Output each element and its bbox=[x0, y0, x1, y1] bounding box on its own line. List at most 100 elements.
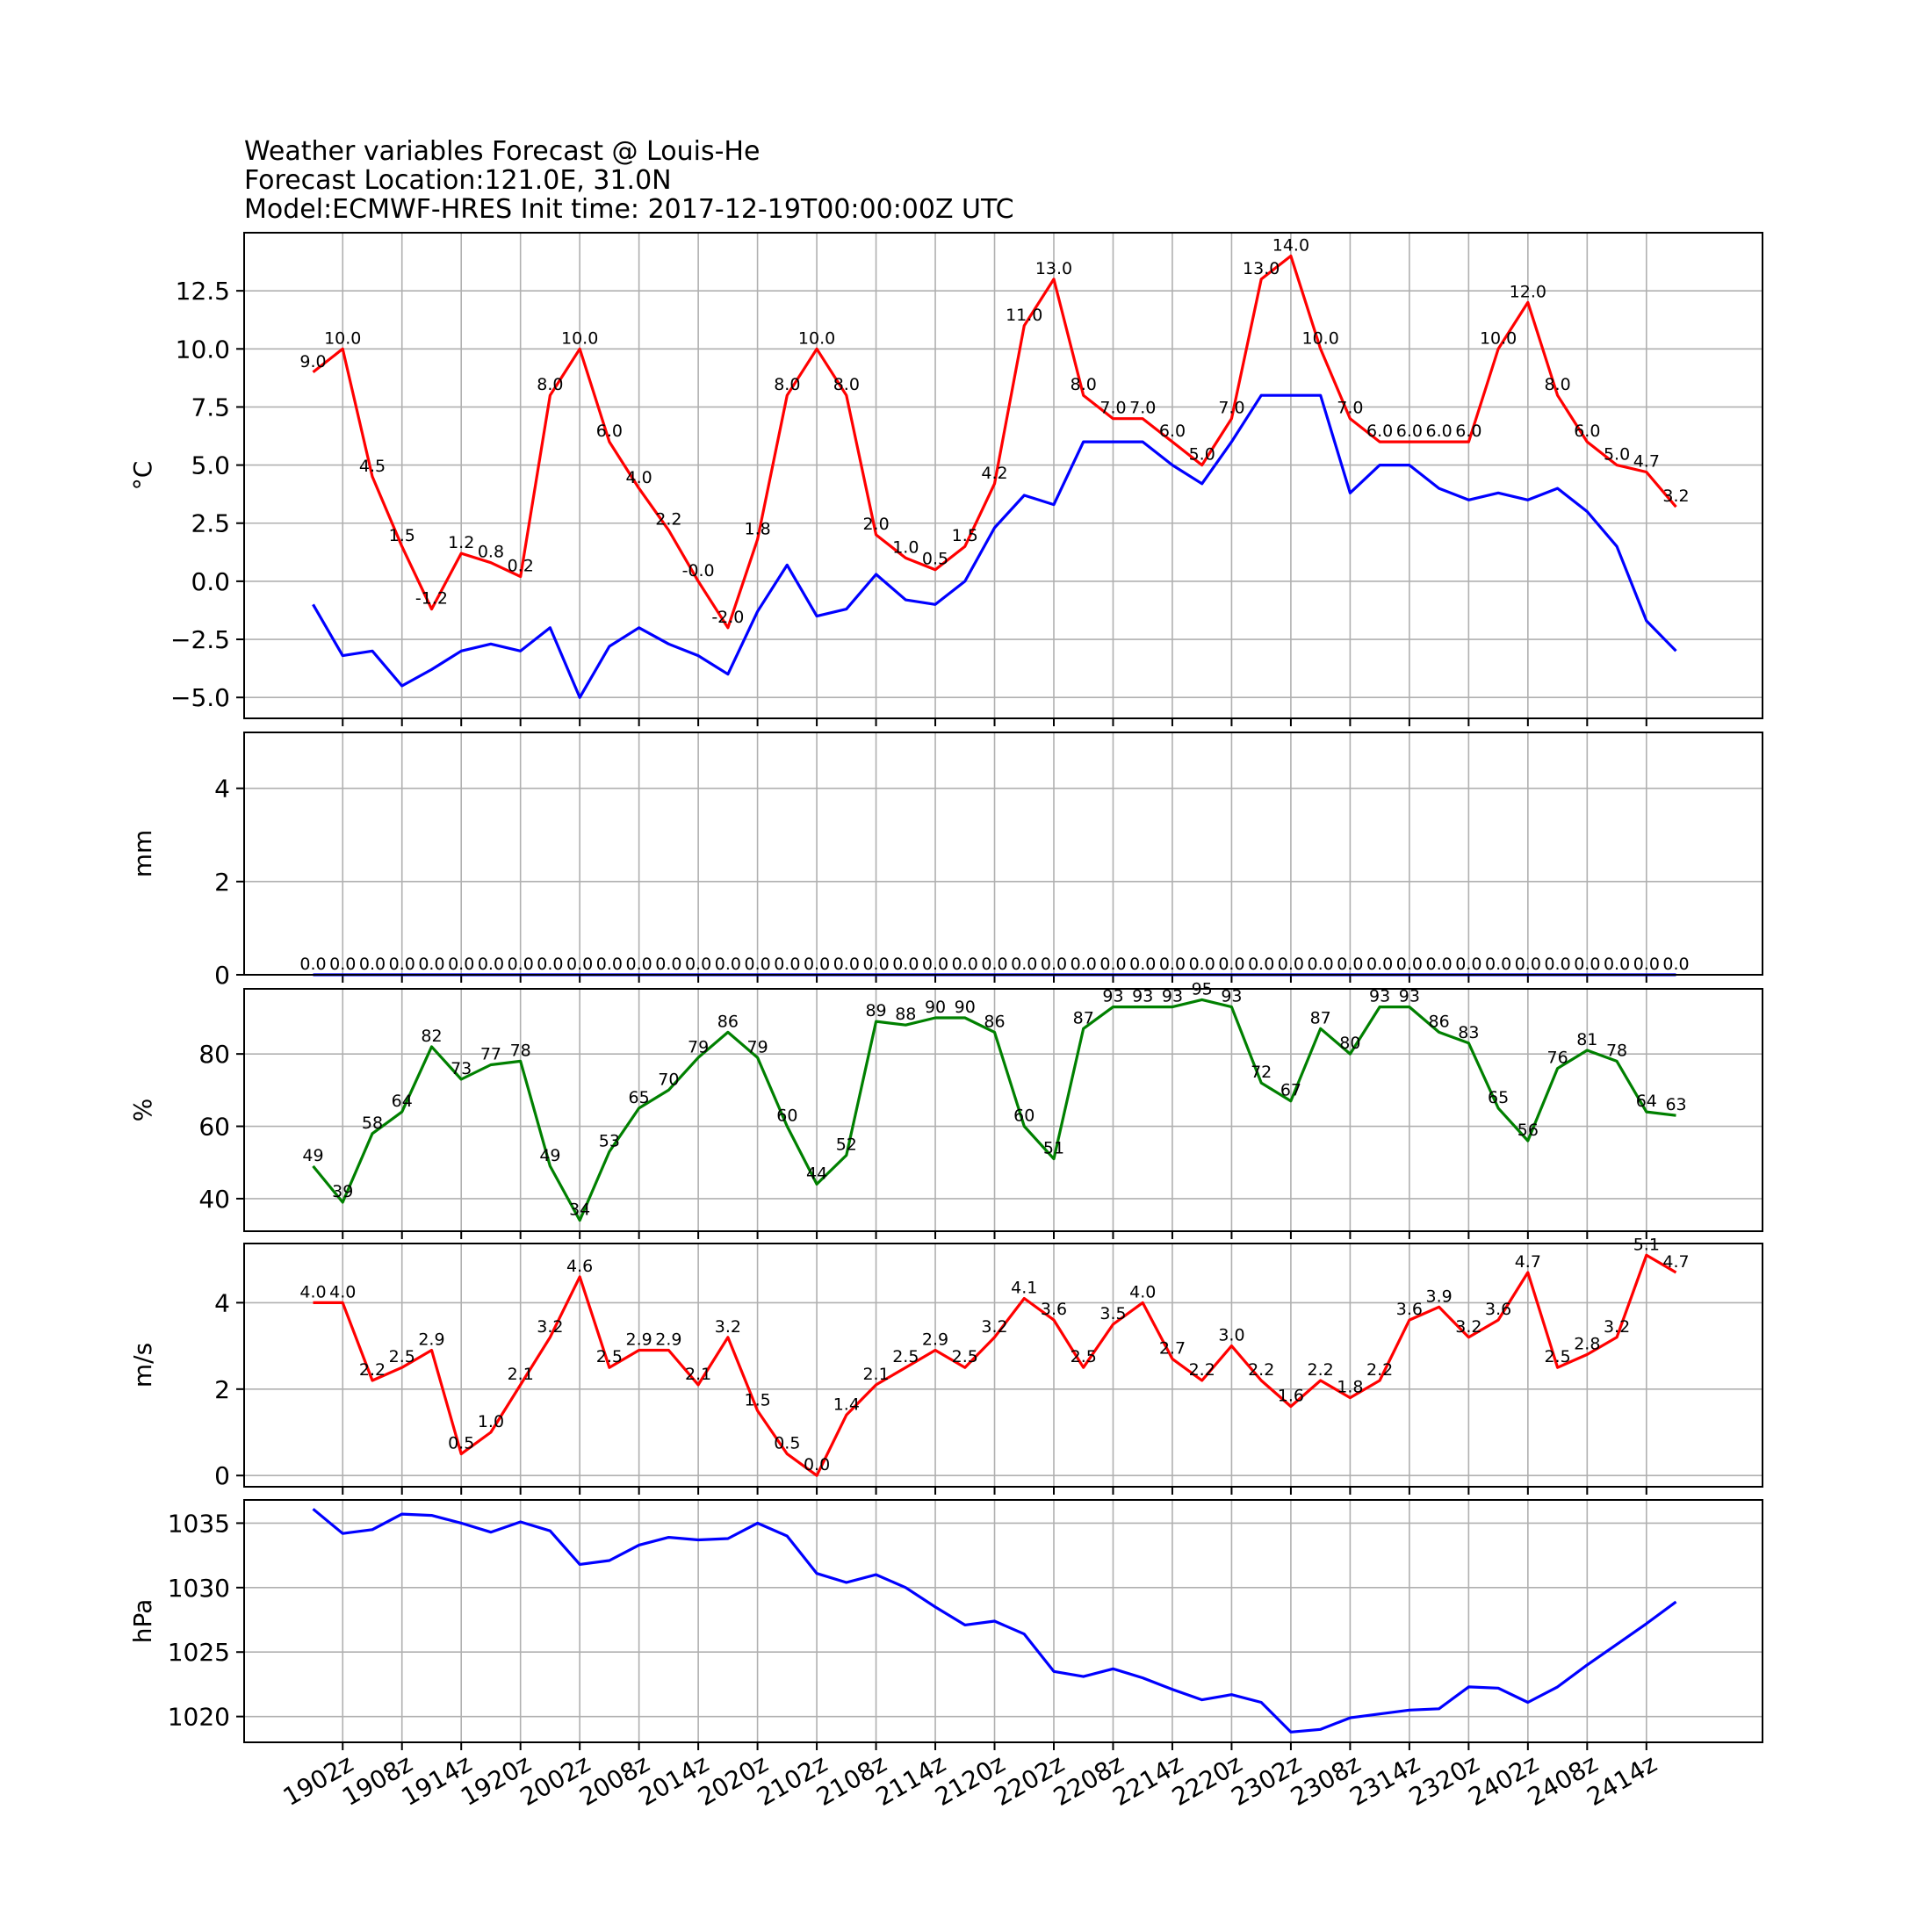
data-label: 4.0 bbox=[299, 1282, 326, 1301]
data-label: 3.6 bbox=[1396, 1300, 1423, 1319]
data-label: -1.2 bbox=[415, 589, 448, 609]
data-label: 2.5 bbox=[892, 1347, 919, 1366]
data-label: 79 bbox=[688, 1037, 709, 1056]
data-label: 3.0 bbox=[1218, 1326, 1244, 1345]
y-tick-label: 80 bbox=[198, 1040, 230, 1069]
data-label: 1.5 bbox=[744, 1390, 770, 1409]
data-label: 4.0 bbox=[329, 1282, 356, 1301]
y-axis-label: m/s bbox=[128, 1343, 157, 1388]
y-tick-label: 60 bbox=[198, 1113, 230, 1142]
data-label: 0.0 bbox=[655, 955, 681, 974]
data-label: 10.0 bbox=[561, 328, 598, 348]
data-label: 0.0 bbox=[774, 955, 800, 974]
data-label: 6.0 bbox=[1396, 422, 1423, 441]
y-axis-label: °C bbox=[128, 461, 157, 491]
data-label: 0.8 bbox=[478, 543, 504, 562]
data-label: 4.1 bbox=[1011, 1278, 1037, 1297]
data-label: 0.0 bbox=[1366, 955, 1393, 974]
data-label: 0.0 bbox=[1011, 955, 1037, 974]
data-label: 34 bbox=[569, 1200, 590, 1220]
y-tick-label: 0 bbox=[214, 1461, 230, 1490]
data-label: 80 bbox=[1339, 1034, 1360, 1053]
data-label: 3.5 bbox=[1099, 1304, 1126, 1323]
series-line-humidity-0 bbox=[312, 998, 1676, 1222]
data-label: 12.0 bbox=[1510, 282, 1546, 301]
data-label: 87 bbox=[1073, 1008, 1094, 1027]
data-label: 3.2 bbox=[1604, 1317, 1630, 1337]
data-label: 0.0 bbox=[922, 955, 948, 974]
data-label: 1.6 bbox=[1278, 1386, 1304, 1405]
data-label: 2.2 bbox=[359, 1360, 386, 1380]
data-label: 0.0 bbox=[804, 955, 830, 974]
y-tick-label: 2.5 bbox=[191, 509, 230, 538]
data-label: 3.6 bbox=[1485, 1300, 1511, 1319]
data-label: 2.9 bbox=[418, 1330, 444, 1350]
data-label: 0.0 bbox=[508, 955, 534, 974]
panel-frame bbox=[243, 1243, 1763, 1488]
y-tick-label: 5.0 bbox=[191, 451, 230, 480]
y-tick-label: 10.0 bbox=[176, 335, 230, 364]
data-label: 4.7 bbox=[1633, 452, 1660, 472]
data-label: 0.0 bbox=[1159, 955, 1186, 974]
data-label: 64 bbox=[1636, 1092, 1657, 1111]
data-label: 2.5 bbox=[1071, 1347, 1097, 1366]
y-axis-label: % bbox=[128, 1099, 157, 1122]
panel-frame bbox=[243, 1499, 1763, 1743]
data-label: 9.0 bbox=[299, 352, 326, 371]
data-label: 10.0 bbox=[798, 328, 835, 348]
data-label: 81 bbox=[1576, 1030, 1597, 1049]
series-line-temperature-1 bbox=[312, 393, 1677, 699]
y-axis-label: mm bbox=[128, 830, 157, 878]
data-label: 1.2 bbox=[448, 533, 474, 552]
data-label: 2.2 bbox=[655, 510, 681, 530]
data-label: 0.0 bbox=[1308, 955, 1334, 974]
y-tick-label: −5.0 bbox=[170, 683, 230, 712]
data-label: 4.7 bbox=[1515, 1252, 1541, 1272]
data-label: 0.0 bbox=[1337, 955, 1363, 974]
data-label: 6.0 bbox=[596, 422, 623, 441]
data-label: 89 bbox=[865, 1001, 886, 1020]
data-label: 0.0 bbox=[1278, 955, 1304, 974]
data-label: 6.0 bbox=[1426, 422, 1453, 441]
data-label: 0.0 bbox=[448, 955, 474, 974]
panel-pressure: 1020 1025 1030 1035 hPa bbox=[128, 1499, 1763, 1750]
data-label: 0.0 bbox=[1099, 955, 1126, 974]
data-label: 0.0 bbox=[329, 955, 356, 974]
data-label: 65 bbox=[629, 1088, 650, 1107]
data-label: 0.0 bbox=[1574, 955, 1600, 974]
data-label: 3.6 bbox=[1041, 1300, 1067, 1319]
data-label: 2.5 bbox=[389, 1347, 415, 1366]
data-label: 5.0 bbox=[1604, 445, 1630, 465]
panel-frame bbox=[243, 988, 1763, 1232]
data-label: 0.0 bbox=[418, 955, 444, 974]
data-label: 3.2 bbox=[981, 1317, 1007, 1337]
series-line-pressure-0 bbox=[312, 1508, 1677, 1734]
data-label: 13.0 bbox=[1243, 259, 1280, 278]
data-label: 2.0 bbox=[862, 515, 889, 534]
data-label: 0.0 bbox=[715, 955, 741, 974]
data-label: 5.0 bbox=[1189, 445, 1215, 465]
data-label: 60 bbox=[776, 1107, 797, 1126]
data-label: 8.0 bbox=[1544, 375, 1570, 394]
data-label: 0.5 bbox=[922, 550, 948, 569]
data-label: 0.0 bbox=[981, 955, 1007, 974]
data-label: 88 bbox=[895, 1005, 916, 1024]
data-label: 6.0 bbox=[1574, 422, 1600, 441]
data-label: 1.0 bbox=[478, 1412, 504, 1431]
data-label: 6.0 bbox=[1455, 422, 1481, 441]
data-label: 64 bbox=[392, 1092, 413, 1111]
data-label: 51 bbox=[1043, 1139, 1064, 1158]
data-label: 93 bbox=[1399, 987, 1420, 1006]
y-tick-label: 0 bbox=[214, 961, 230, 990]
data-label: 0.0 bbox=[1248, 955, 1274, 974]
data-label: 83 bbox=[1458, 1023, 1479, 1042]
y-tick-label: 2 bbox=[214, 868, 230, 897]
data-label: 0.0 bbox=[537, 955, 563, 974]
series-line-wind-speed-0 bbox=[313, 1253, 1677, 1477]
data-label: 4.7 bbox=[1662, 1252, 1689, 1272]
data-label: 11.0 bbox=[1006, 306, 1042, 325]
data-label: 2.8 bbox=[1574, 1334, 1600, 1353]
y-tick-label: 1035 bbox=[168, 1509, 230, 1538]
